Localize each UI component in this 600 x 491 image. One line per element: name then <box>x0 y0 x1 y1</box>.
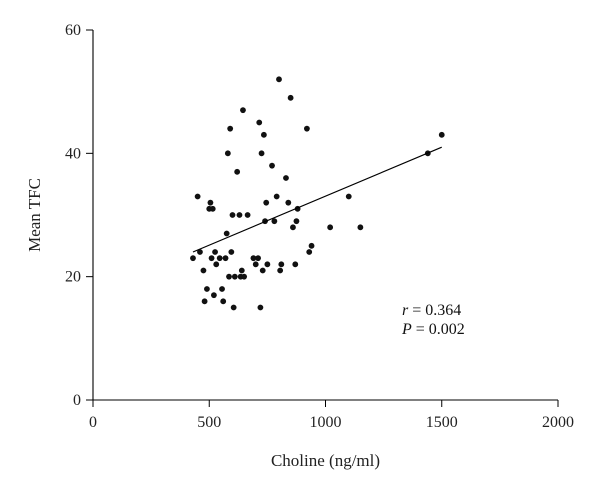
x-tick-label: 500 <box>197 414 221 431</box>
data-point <box>285 199 292 206</box>
data-point <box>230 304 237 311</box>
data-point <box>357 224 364 231</box>
data-point <box>240 107 246 114</box>
data-point <box>229 212 236 218</box>
data-point <box>220 298 227 305</box>
data-point <box>241 273 248 280</box>
data-point <box>276 76 282 83</box>
data-point <box>304 125 310 132</box>
data-point <box>227 125 234 132</box>
data-point <box>236 212 243 218</box>
data-point <box>226 273 232 280</box>
r-value: = 0.364 <box>408 302 461 319</box>
data-point <box>327 224 334 231</box>
data-point <box>278 261 285 268</box>
data-point <box>258 150 265 157</box>
y-tick-label: 40 <box>65 145 81 162</box>
data-point <box>216 255 223 262</box>
axes <box>92 30 558 401</box>
data-point <box>238 267 245 274</box>
data-point <box>207 199 214 206</box>
r-symbol: r <box>402 302 409 319</box>
data-point <box>271 218 278 225</box>
data-point <box>259 267 266 274</box>
data-point <box>287 94 294 101</box>
regression-line <box>192 146 442 253</box>
data-point <box>208 255 215 262</box>
data-point <box>250 255 257 262</box>
data-point <box>211 292 217 299</box>
data-point <box>223 230 230 237</box>
data-point <box>200 267 207 274</box>
data-point <box>306 249 313 255</box>
data-point <box>264 261 271 268</box>
y-tick-label: 20 <box>65 269 81 286</box>
x-axis-title: Choline (ng/ml) <box>271 451 380 470</box>
p-symbol: P <box>401 321 412 338</box>
data-point <box>345 193 352 200</box>
data-point <box>293 218 300 225</box>
data-point <box>255 255 261 262</box>
data-point <box>201 298 208 305</box>
data-point <box>263 199 270 206</box>
data-point <box>256 119 263 126</box>
correlation-r-label: r = 0.364 <box>402 302 461 319</box>
data-point <box>194 193 201 200</box>
data-point <box>231 273 238 280</box>
data-point <box>224 150 231 157</box>
x-tick-label: 1000 <box>310 414 342 431</box>
data-point <box>273 193 280 200</box>
x-tick-label: 2000 <box>542 414 574 431</box>
data-point <box>269 162 275 169</box>
data-point <box>234 168 241 175</box>
data-point <box>438 131 445 138</box>
tick-group: 0 500 1000 1500 2000 0 20 40 60 <box>65 22 574 431</box>
data-point <box>257 304 264 311</box>
data-point <box>222 255 229 262</box>
data-point <box>308 242 315 249</box>
data-point <box>260 131 267 138</box>
data-point <box>204 286 210 292</box>
data-point <box>209 205 216 212</box>
data-point <box>290 224 296 231</box>
y-axis-title: Mean TFC <box>25 178 44 252</box>
data-point <box>212 249 218 255</box>
y-tick-label: 0 <box>73 392 81 409</box>
data-point <box>252 261 259 268</box>
y-tick-label: 60 <box>65 22 81 39</box>
x-tick-label: 0 <box>89 414 97 431</box>
x-tick-label: 1500 <box>426 414 458 431</box>
p-value: = 0.002 <box>412 321 465 338</box>
data-point <box>213 261 220 268</box>
data-point <box>283 175 289 181</box>
p-value-label: P = 0.002 <box>401 321 465 338</box>
data-point <box>228 249 235 255</box>
data-point <box>190 255 196 262</box>
data-point <box>277 267 284 274</box>
data-point <box>197 249 203 255</box>
data-point <box>292 261 299 268</box>
data-point <box>219 286 225 292</box>
data-point <box>244 212 251 218</box>
points-group <box>190 76 445 311</box>
